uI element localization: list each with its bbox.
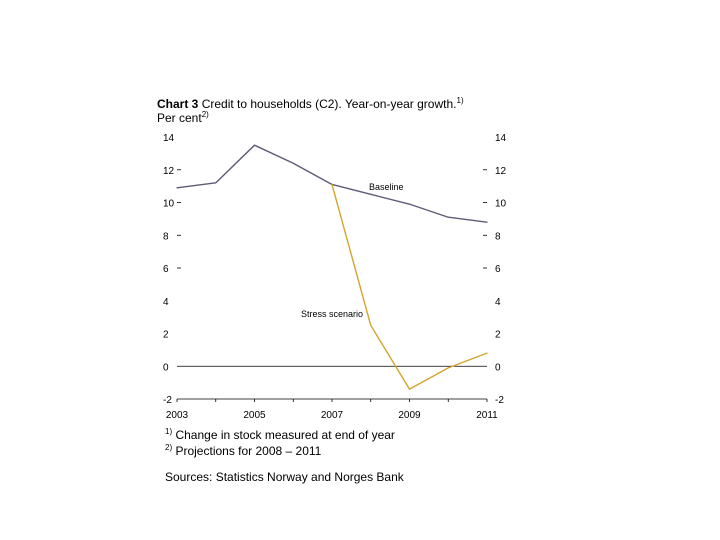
y-tick-label-right: 0 (495, 362, 501, 373)
y-tick-label-left: 6 (163, 264, 169, 275)
footnote-1: 1) Change in stock measured at end of ye… (165, 427, 404, 443)
y-tick-label-right: 10 (495, 199, 507, 210)
x-tick-label: 2009 (398, 410, 421, 421)
chart-title-text: Credit to households (C2). Year-on-year … (201, 97, 457, 111)
annotation-stress-scenario: Stress scenario (301, 309, 363, 319)
data-point-baseline (253, 144, 256, 146)
data-point-stress-scenario (408, 388, 411, 390)
data-point-baseline (408, 203, 411, 205)
chart-notes: 1) Change in stock measured at end of ye… (165, 427, 404, 485)
data-point-baseline (486, 221, 488, 223)
chart-title: Chart 3 Credit to households (C2). Year-… (157, 96, 464, 112)
y-tick-label-left: 12 (163, 166, 175, 177)
chart-subtitle: Per cent2) (157, 110, 209, 126)
footnote-1-text: Change in stock measured at end of year (175, 428, 395, 442)
source-text: Sources: Statistics Norway and Norges Ba… (165, 470, 404, 484)
data-point-baseline (215, 182, 217, 184)
chart-subtitle-text: Per cent (157, 111, 202, 125)
data-point-stress-scenario (447, 367, 449, 369)
y-tick-label-left: -2 (163, 395, 172, 406)
y-tick-label-left: 8 (163, 231, 169, 242)
y-tick-label-right: -2 (495, 395, 504, 406)
title-footnote-ref: 1) (456, 96, 464, 105)
y-tick-label-right: 8 (495, 231, 501, 242)
y-tick-label-right: 14 (495, 133, 507, 144)
y-tick-label-right: 12 (495, 166, 507, 177)
data-point-stress-scenario (370, 324, 372, 326)
y-tick-label-right: 2 (495, 330, 501, 341)
footnote-1-ref: 1) (165, 427, 173, 436)
data-point-stress-scenario (486, 352, 488, 354)
footnote-2: 2) Projections for 2008 – 2011 (165, 443, 404, 459)
y-tick-label-right: 4 (495, 297, 501, 308)
x-tick-label: 2005 (243, 410, 266, 421)
x-tick-label: 2011 (476, 410, 498, 421)
data-point-baseline (447, 216, 449, 218)
y-tick-label-left: 14 (163, 133, 175, 144)
y-tick-label-left: 4 (163, 297, 169, 308)
footnote-2-text: Projections for 2008 – 2011 (175, 444, 322, 458)
series-line-stress-scenario (331, 184, 488, 390)
y-tick-label-left: 2 (163, 330, 169, 341)
x-tick-label: 2003 (166, 410, 189, 421)
data-point-baseline (292, 162, 294, 164)
data-point-baseline (176, 187, 178, 189)
y-tick-label-left: 10 (163, 199, 175, 210)
series-line-baseline (176, 144, 488, 223)
x-tick-label: 2007 (321, 410, 344, 421)
subtitle-footnote-ref: 2) (201, 110, 209, 119)
y-tick-label-left: 0 (163, 362, 169, 373)
footnote-2-ref: 2) (165, 443, 173, 452)
data-point-baseline (370, 193, 372, 195)
annotation-baseline: Baseline (369, 182, 404, 192)
y-tick-label-right: 6 (495, 264, 501, 275)
chart-title-prefix: Chart 3 (157, 97, 199, 111)
data-point-stress-scenario (331, 183, 333, 186)
